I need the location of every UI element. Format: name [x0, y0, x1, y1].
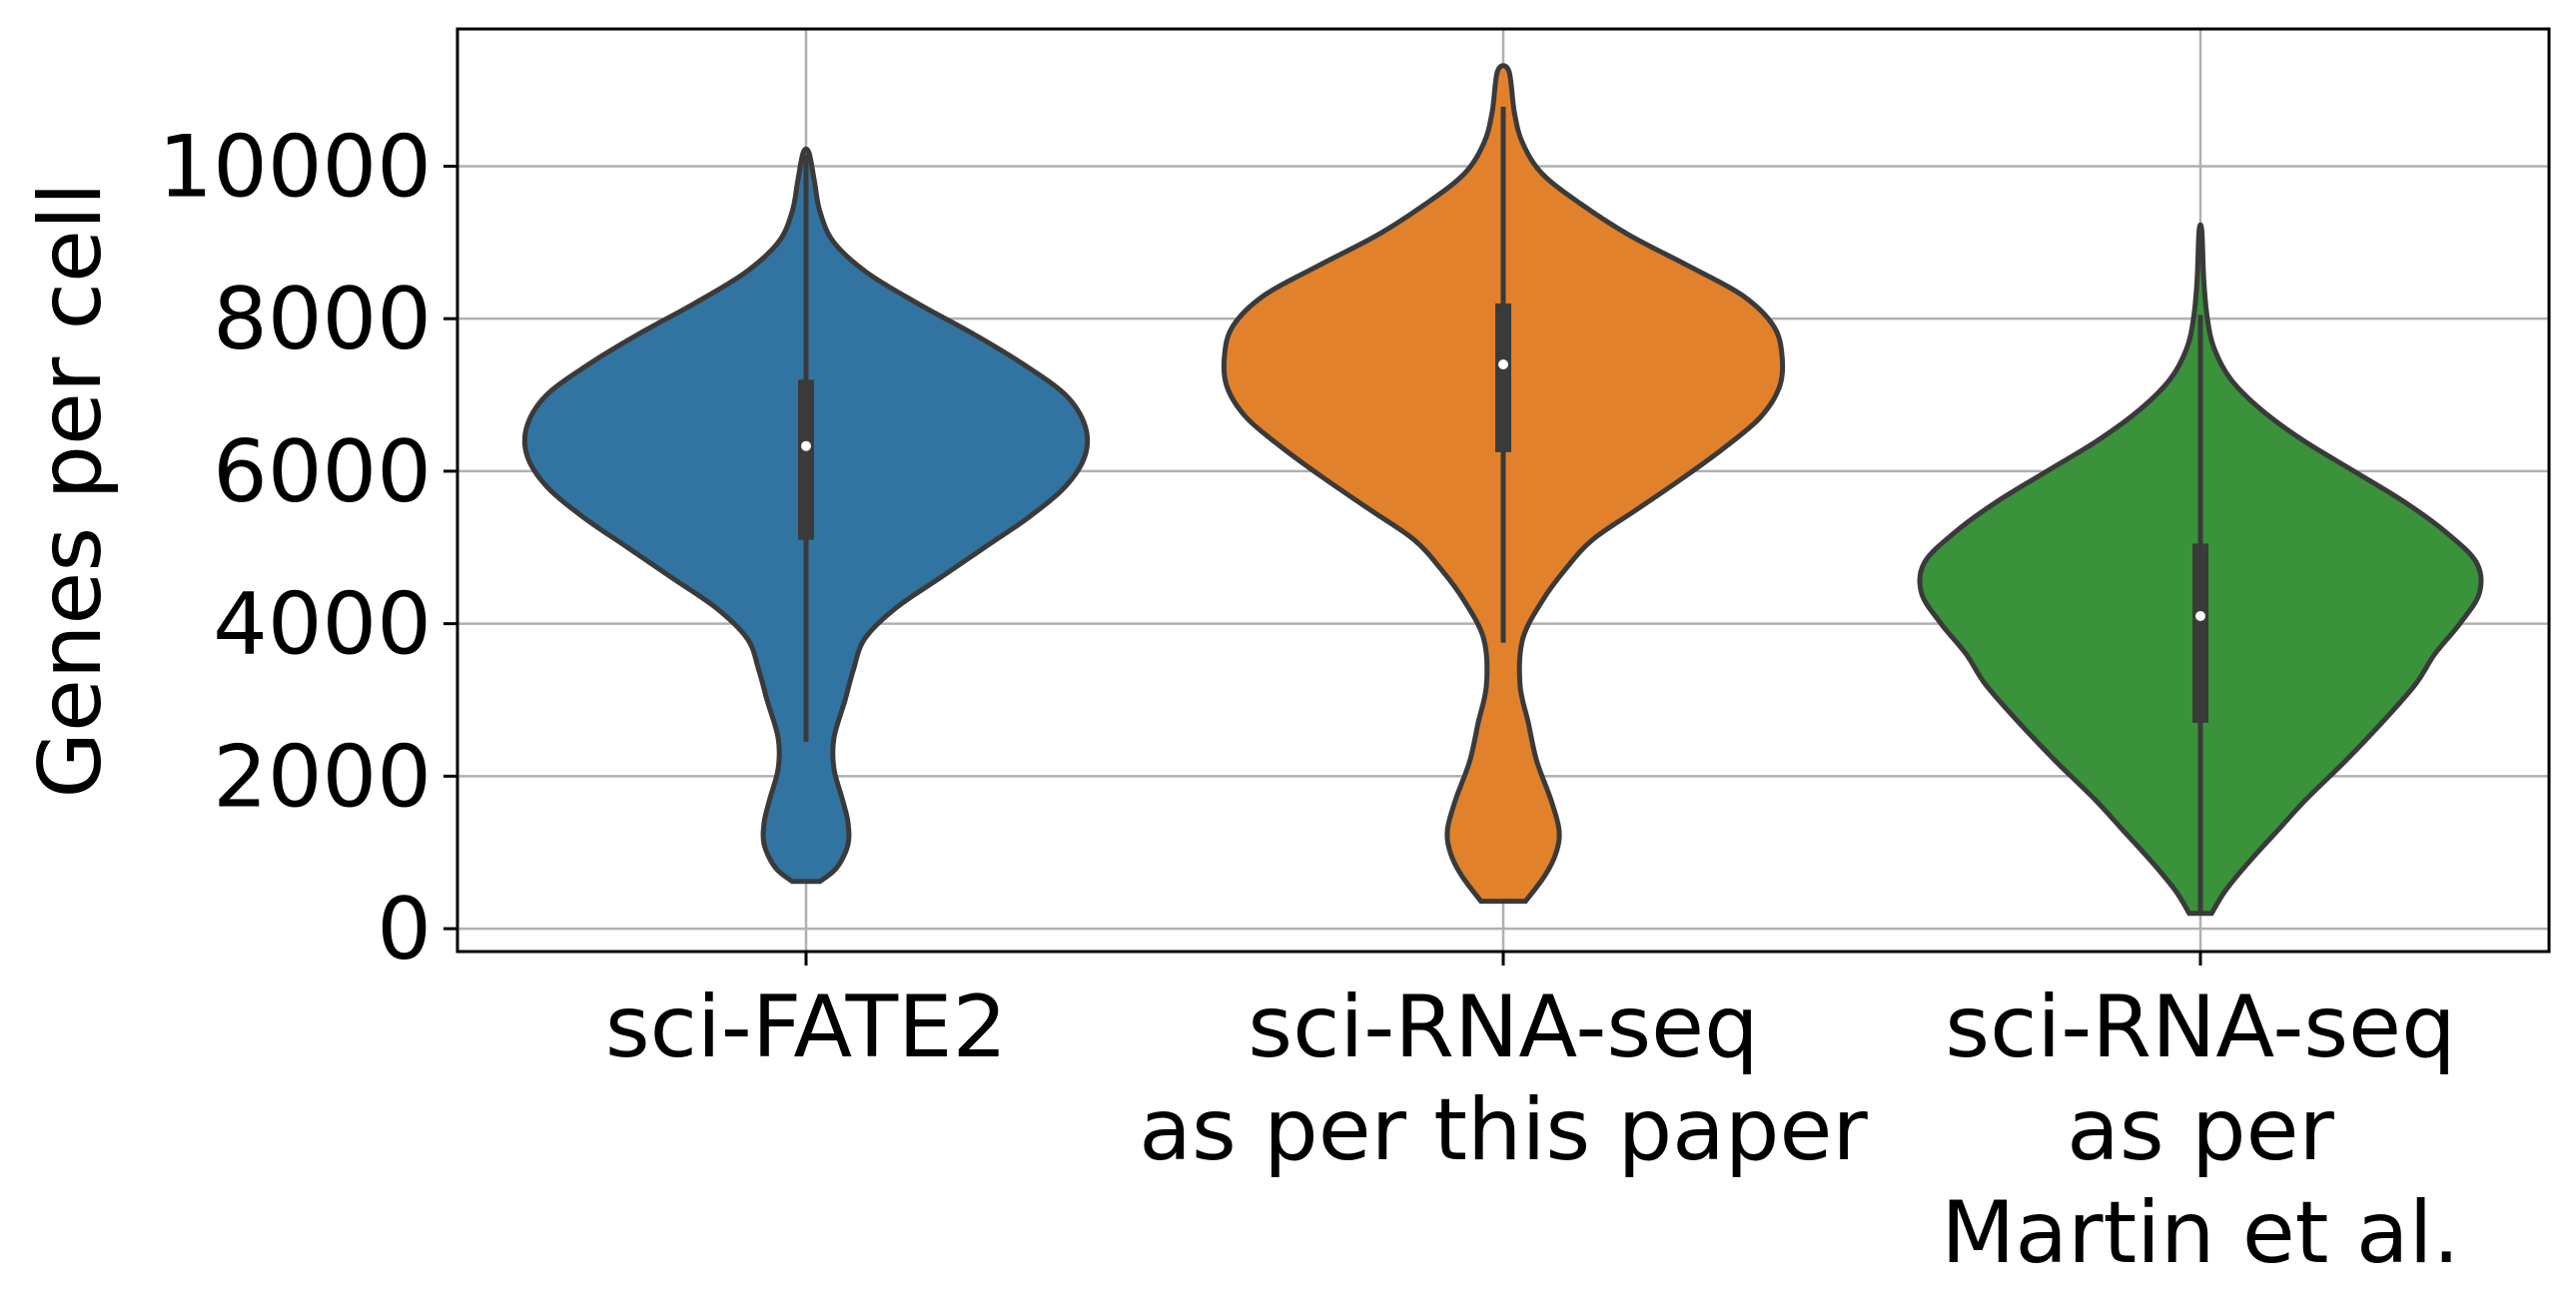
- x-tick-label: sci-RNA-seq as per Martin et al.: [1941, 978, 2460, 1283]
- violin-median-dot: [2195, 611, 2205, 621]
- x-axis-ticks: sci-FATE2 sci-RNA-seq as per this paper sci…: [605, 952, 2460, 1283]
- y-tick-label: 6000: [213, 422, 431, 522]
- violin-iqr-box: [2192, 543, 2208, 723]
- y-tick-label: 4000: [213, 575, 431, 675]
- violins: [521, 63, 2484, 917]
- y-tick-label: 0: [377, 880, 431, 980]
- violin-median-dot: [1498, 359, 1508, 369]
- violin-iqr-box: [798, 379, 814, 540]
- y-axis-title: Genes per cell: [21, 182, 121, 798]
- violin-median-dot: [801, 440, 811, 451]
- y-axis-ticks: 0 2000 4000 6000 8000 10000: [158, 117, 457, 980]
- y-tick-label: 2000: [213, 727, 431, 827]
- y-tick-label: 10000: [158, 117, 431, 217]
- x-tick-label: sci-FATE2: [605, 978, 1007, 1077]
- x-tick-label: sci-RNA-seq as per this paper: [1139, 978, 1868, 1180]
- y-tick-label: 8000: [213, 270, 431, 369]
- violin-iqr-box: [1495, 303, 1511, 452]
